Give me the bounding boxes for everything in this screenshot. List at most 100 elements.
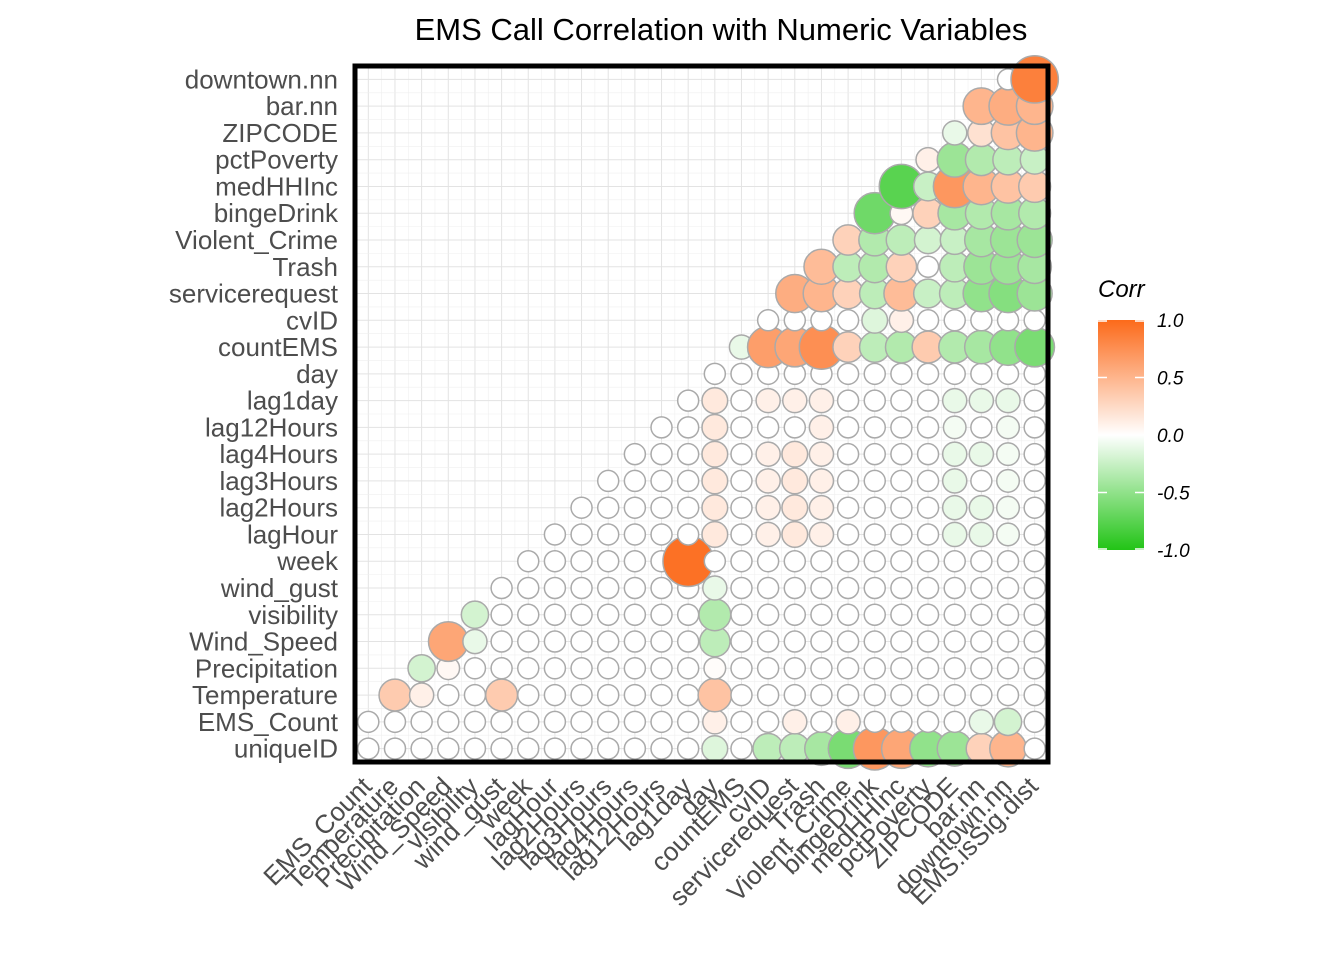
correlation-cell (993, 707, 1023, 737)
correlation-cell (703, 549, 727, 573)
correlation-cell (943, 683, 966, 707)
legend-tick-label: -1.0 (1157, 541, 1190, 562)
y-tick-label: Wind_Speed (189, 627, 338, 657)
correlation-cell (1023, 710, 1046, 734)
correlation-cell (888, 307, 915, 334)
correlation-cell (781, 467, 809, 495)
correlation-cell (890, 442, 913, 466)
correlation-cell (463, 683, 487, 707)
y-tick-label: EMS_Count (198, 707, 339, 737)
correlation-cell (730, 469, 753, 493)
correlation-cell (912, 278, 944, 309)
correlation-cell (863, 389, 886, 412)
correlation-cell (810, 657, 833, 680)
correlation-cell (357, 737, 380, 760)
correlation-cell (755, 441, 781, 467)
correlation-cell (623, 523, 647, 546)
correlation-cell (943, 309, 966, 332)
correlation-cell (676, 389, 700, 412)
correlation-cell (437, 737, 460, 760)
correlation-cell (623, 737, 647, 760)
correlation-cell (810, 309, 833, 332)
correlation-cell (861, 306, 889, 334)
correlation-cell (701, 494, 729, 522)
correlation-cell (863, 416, 886, 439)
y-tick-label: cvID (286, 305, 338, 335)
correlation-cell (890, 362, 913, 386)
correlation-cell (890, 416, 913, 439)
correlation-cell (970, 657, 993, 680)
correlation-cell (543, 657, 567, 680)
correlation-cell (863, 603, 886, 627)
legend-tick-label: -0.5 (1157, 484, 1190, 505)
correlation-cell (1023, 630, 1046, 653)
correlation-cell (623, 603, 647, 627)
correlation-cell (756, 416, 780, 439)
correlation-cell (730, 737, 753, 760)
correlation-cell (916, 523, 940, 546)
correlation-cell (836, 416, 860, 439)
correlation-cell (968, 441, 995, 467)
correlation-cell (730, 710, 753, 734)
correlation-cell (756, 309, 780, 332)
correlation-cell (383, 737, 407, 760)
correlation-cell (916, 630, 940, 653)
correlation-cell (650, 416, 673, 439)
correlation-cell (570, 737, 593, 760)
y-tick-label: bingeDrink (214, 198, 339, 228)
correlation-cell (623, 710, 647, 734)
correlation-cell (890, 710, 913, 734)
y-tick-label: wind_gust (220, 573, 339, 603)
correlation-cell (378, 678, 412, 712)
correlation-cell (941, 441, 968, 467)
correlation-cell (970, 549, 993, 573)
correlation-cell (623, 683, 647, 707)
correlation-cell (783, 576, 807, 600)
correlation-cell (650, 737, 673, 760)
correlation-cell (570, 630, 593, 653)
correlation-cell (730, 362, 753, 386)
y-tick-label: pctPoverty (215, 145, 338, 175)
correlation-cell (623, 442, 647, 466)
correlation-cell (1023, 657, 1046, 680)
correlation-cell (941, 387, 968, 414)
y-tick-label: uniqueID (234, 734, 338, 764)
correlation-cell (463, 710, 487, 734)
correlation-cell (490, 603, 513, 627)
correlation-cell (808, 468, 835, 494)
correlation-cell (863, 469, 886, 493)
correlation-cell (836, 630, 860, 653)
correlation-cell (650, 683, 673, 707)
correlation-cell (570, 603, 593, 627)
correlation-cell (810, 630, 833, 653)
correlation-cell (916, 496, 940, 519)
correlation-cell (463, 657, 487, 680)
correlation-cell (968, 387, 995, 414)
correlation-cell (836, 362, 860, 386)
correlation-cell (810, 710, 833, 734)
y-tick-label: lag3Hours (219, 466, 338, 496)
correlation-cell (437, 683, 460, 707)
correlation-cell (970, 683, 993, 707)
correlation-cell (676, 523, 700, 546)
correlation-cell (463, 737, 487, 760)
y-tick-label: visibility (248, 600, 338, 630)
correlation-cell (943, 710, 966, 734)
correlation-cell (408, 682, 435, 708)
correlation-cell (650, 442, 673, 466)
panel-border (352, 63, 1051, 765)
correlation-cell (832, 277, 864, 310)
correlation-cell (916, 442, 940, 466)
correlation-cell (996, 362, 1020, 386)
y-tick-label: downtown.nn (185, 64, 338, 94)
correlation-cell (755, 387, 781, 414)
correlation-cell (916, 683, 940, 707)
correlation-cell (730, 442, 753, 466)
correlation-cell (916, 469, 940, 493)
correlation-cell (517, 737, 540, 760)
correlation-cell (810, 576, 833, 600)
y-tick-label: day (296, 359, 338, 389)
correlation-cell (781, 709, 808, 735)
correlation-cell (890, 576, 913, 600)
correlation-cell (543, 737, 567, 760)
